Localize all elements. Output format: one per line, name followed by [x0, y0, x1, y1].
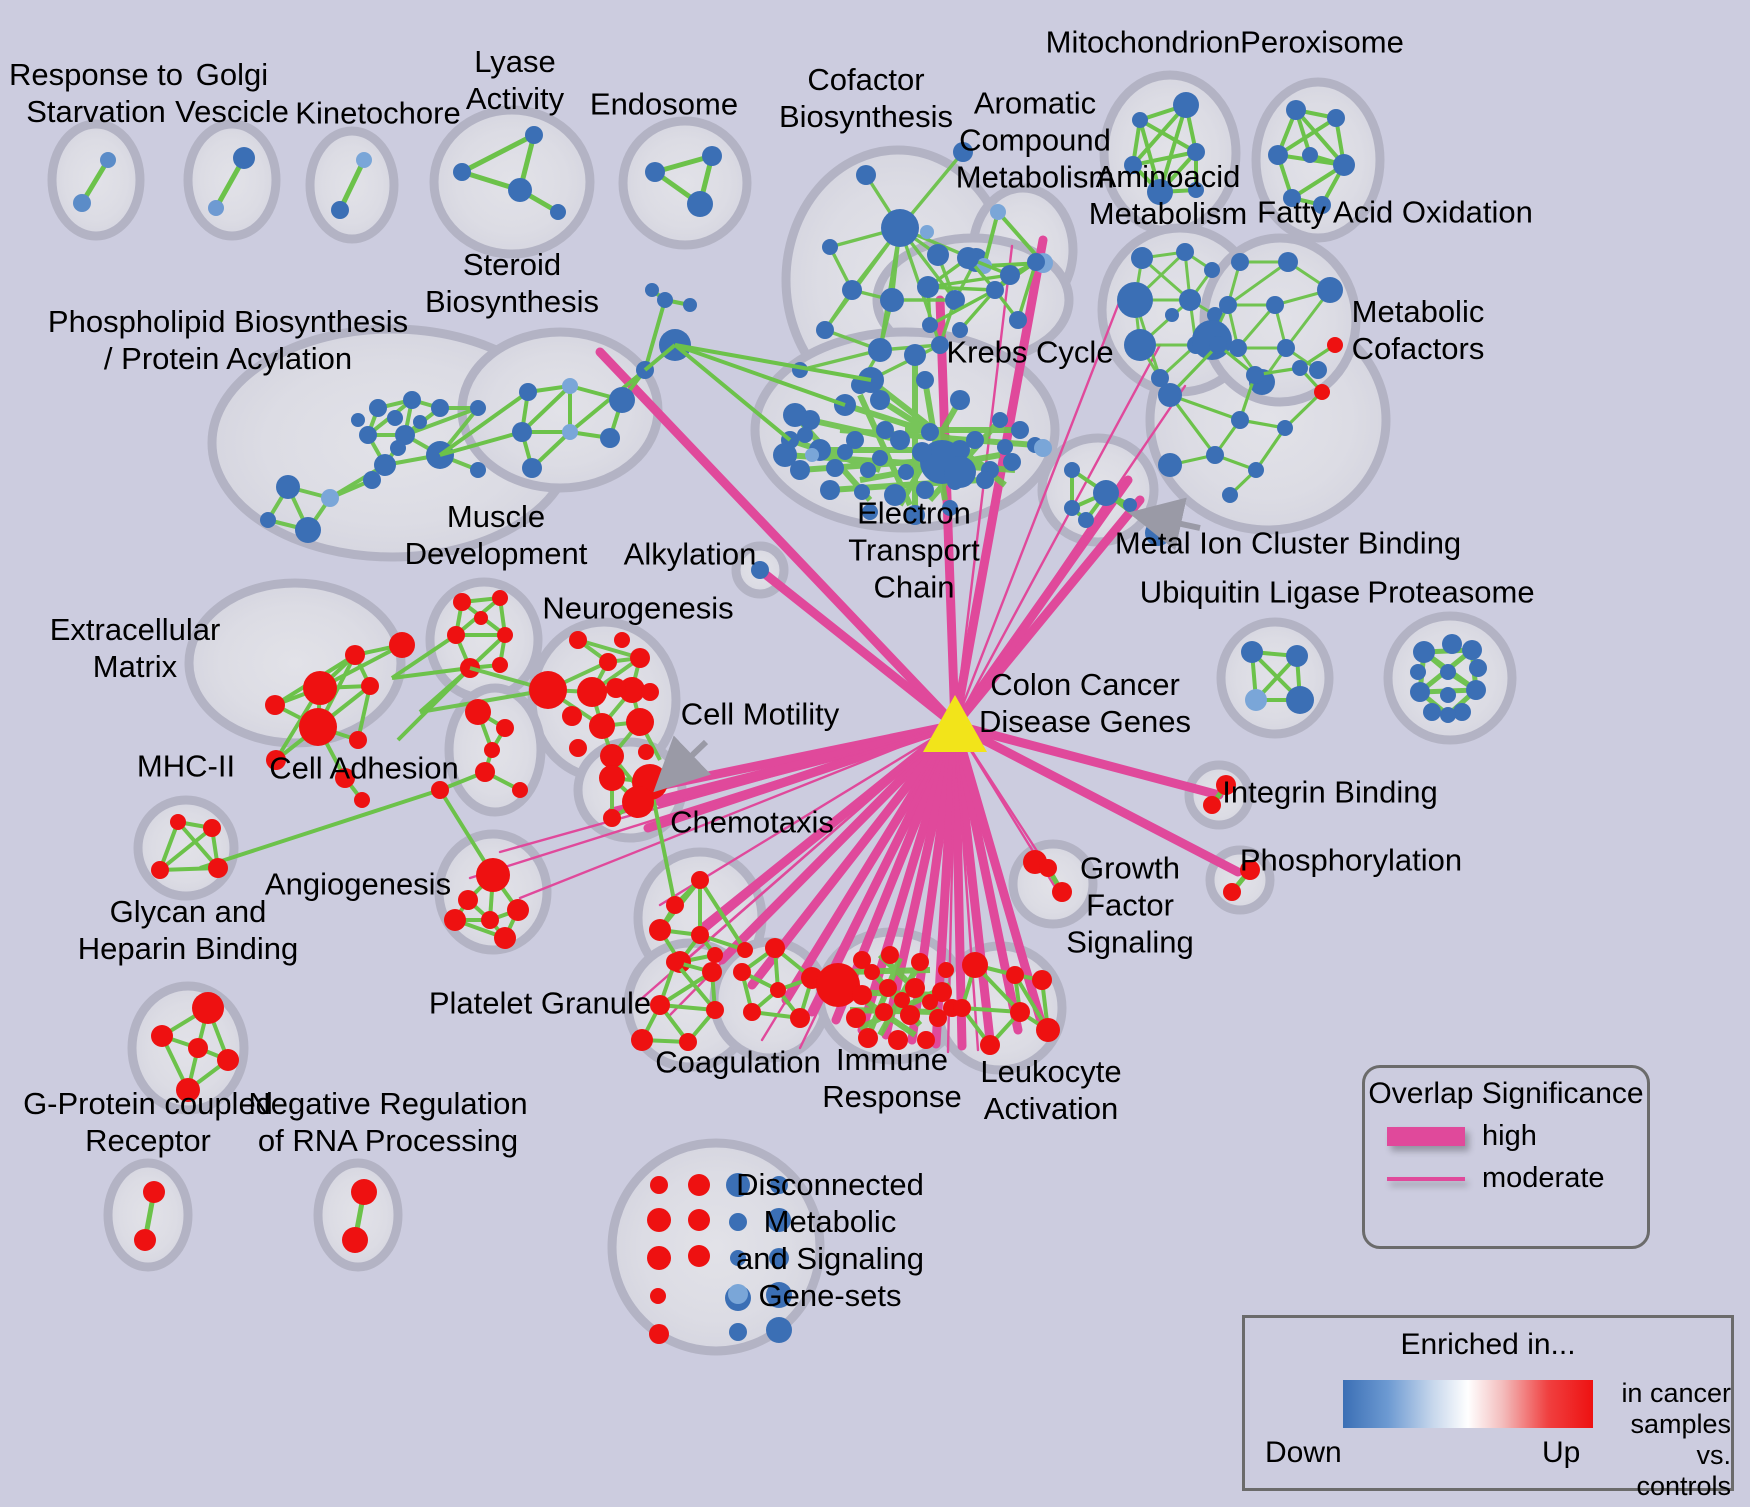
cluster-negative-regulation-rna	[342, 1179, 377, 1253]
cluster-ubiquitin-ligase	[1241, 641, 1314, 714]
overlap-legend-row-moderate: moderate	[1365, 1162, 1647, 1195]
enriched-side-label: in cancer samples vs. controls	[1621, 1378, 1731, 1501]
halo-endosome	[618, 116, 752, 250]
cluster-extracellular-matrix	[265, 632, 415, 808]
cluster-phosphorylation	[1223, 860, 1260, 901]
cluster-lyase-activity	[453, 126, 566, 220]
enriched-down-label: Down	[1265, 1436, 1342, 1469]
cluster-leukocyte-activation	[953, 952, 1060, 1055]
cluster-glycan-and-heparin-binding	[151, 992, 239, 1102]
cluster-phospholipid-biosynthesis	[260, 391, 486, 543]
cluster-integrin-binding	[1203, 775, 1236, 814]
cluster-disconnected-gene-sets	[647, 1173, 792, 1344]
colon-cancer-disease-genes-hub[interactable]	[923, 695, 987, 752]
overlap-high-swatch	[1387, 1127, 1465, 1146]
gene-set-clusters	[73, 92, 1487, 1344]
enriched-in-legend: Enriched in... Down Up in cancer samples…	[1242, 1315, 1734, 1501]
overlap-moderate-swatch	[1387, 1176, 1465, 1181]
cluster-growth-factor-signaling	[1023, 850, 1072, 902]
enrichment-color-gradient	[1343, 1380, 1593, 1428]
overlap-significance-legend: Overlap Significance high moderate	[1362, 1065, 1650, 1249]
cluster-aminoacid-metabolism	[1117, 243, 1223, 387]
cluster-peroxisome	[1268, 100, 1355, 214]
cluster-golgi-vescicle	[208, 147, 255, 216]
cluster-neurogenesis	[419, 631, 662, 812]
enriched-up-label: Up	[1542, 1436, 1581, 1469]
cluster-alkylation	[751, 561, 769, 579]
cell-motility-arrow	[653, 735, 712, 793]
overlap-high-label: high	[1482, 1120, 1537, 1152]
cluster-proteasome	[1410, 634, 1487, 723]
cluster-g-protein-coupled-receptor	[134, 1181, 165, 1251]
cluster-kinetochore	[331, 152, 372, 219]
cluster-endosome	[645, 146, 722, 217]
enriched-legend-title: Enriched in...	[1400, 1328, 1576, 1361]
cluster-immune-response	[816, 946, 961, 1050]
cluster-platelet-granule	[631, 953, 724, 1051]
cluster-muscle-development	[390, 590, 513, 742]
cluster-coagulation	[733, 938, 823, 1028]
overlap-moderate-label: moderate	[1482, 1162, 1605, 1194]
cluster-electron-transport-chain	[773, 344, 1052, 525]
cluster-steroid-biosynthesis	[438, 283, 872, 478]
cluster-response-to-starvation	[73, 152, 116, 212]
cluster-metabolic-cofactors	[1158, 336, 1343, 503]
cluster-mitochondrion	[1124, 92, 1205, 205]
annotation-arrows	[653, 497, 1201, 793]
halo-disconnected-gene-sets	[607, 1138, 825, 1356]
cluster-krebs-cycle	[917, 247, 1045, 338]
cluster-angiogenesis	[444, 858, 529, 949]
overlap-legend-title: Overlap Significance	[1368, 1077, 1644, 1110]
metal-ion-cluster-binding-arrow	[1128, 497, 1201, 551]
cluster-mhc-ii	[151, 814, 228, 879]
overlap-legend-row-high: high	[1365, 1120, 1647, 1153]
